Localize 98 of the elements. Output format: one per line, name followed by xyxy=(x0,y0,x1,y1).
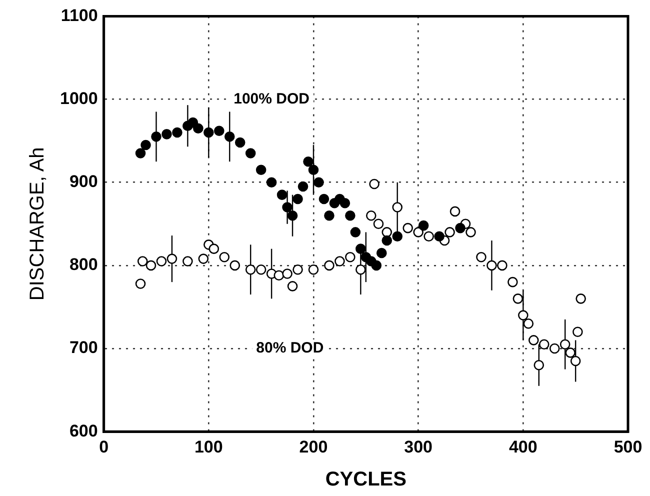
point xyxy=(371,260,382,271)
point xyxy=(282,202,292,212)
point xyxy=(455,222,466,234)
annotation: 100% DOD xyxy=(234,90,310,108)
point xyxy=(314,177,324,188)
point xyxy=(382,227,392,238)
point xyxy=(135,278,146,289)
point xyxy=(204,127,214,138)
point xyxy=(576,294,586,304)
point xyxy=(376,248,387,258)
point xyxy=(334,256,345,266)
point xyxy=(140,140,151,150)
point xyxy=(450,206,460,217)
point xyxy=(366,210,376,221)
point xyxy=(135,148,146,158)
point xyxy=(146,260,156,271)
point xyxy=(162,129,172,140)
y-axis-title: DISCHARGE, Ah xyxy=(26,147,49,301)
annotation: 80% DOD xyxy=(256,340,324,357)
point xyxy=(424,231,434,242)
point xyxy=(466,227,476,238)
point xyxy=(518,310,528,320)
point xyxy=(166,254,178,264)
point xyxy=(256,164,266,176)
point xyxy=(193,123,204,134)
point xyxy=(512,294,524,304)
point xyxy=(198,254,209,264)
point xyxy=(528,335,539,346)
point xyxy=(560,339,570,350)
point xyxy=(230,260,240,271)
point xyxy=(224,132,235,142)
point xyxy=(486,260,497,271)
point xyxy=(523,318,534,329)
point xyxy=(345,210,356,221)
point xyxy=(572,326,583,338)
point xyxy=(413,227,424,238)
point xyxy=(287,281,298,292)
point xyxy=(373,218,384,230)
point xyxy=(172,127,182,138)
point xyxy=(292,264,303,275)
point xyxy=(287,210,298,221)
x-tick-label: 100 xyxy=(194,437,223,456)
point xyxy=(549,343,560,354)
point xyxy=(276,190,288,200)
x-tick-label: 200 xyxy=(299,437,328,456)
y-tick-label: 1000 xyxy=(60,88,98,108)
point xyxy=(402,222,413,234)
point xyxy=(256,264,266,275)
point xyxy=(324,210,334,221)
point xyxy=(266,177,277,188)
y-tick-label: 800 xyxy=(69,255,98,274)
point xyxy=(345,252,356,262)
point xyxy=(137,256,148,266)
point xyxy=(508,276,518,288)
point xyxy=(382,235,392,246)
x-axis-title: CYCLES xyxy=(325,468,406,491)
y-tick-label: 600 xyxy=(69,421,98,440)
x-tick-label: 300 xyxy=(404,437,433,456)
x-tick-label: 400 xyxy=(508,437,538,456)
point xyxy=(392,202,403,212)
point xyxy=(570,356,581,366)
point xyxy=(476,252,486,262)
point xyxy=(214,126,224,136)
point xyxy=(274,270,284,281)
point xyxy=(324,260,334,271)
point xyxy=(538,339,550,350)
point xyxy=(298,181,308,192)
point xyxy=(245,264,256,275)
point xyxy=(282,268,292,279)
point xyxy=(318,194,330,204)
point xyxy=(208,244,220,254)
y-tick-label: 900 xyxy=(69,172,98,192)
point xyxy=(434,231,444,242)
point xyxy=(182,256,193,266)
y-tick-label: 700 xyxy=(69,338,98,358)
y-tick-label: 1100 xyxy=(60,6,98,25)
point xyxy=(156,256,167,266)
point xyxy=(308,164,319,176)
point xyxy=(308,264,319,275)
point xyxy=(369,178,380,190)
point xyxy=(234,137,246,148)
point xyxy=(340,198,350,208)
x-tick-label: 0 xyxy=(99,437,109,456)
point xyxy=(418,220,429,231)
point xyxy=(444,227,455,238)
point xyxy=(219,252,230,262)
point xyxy=(151,132,162,142)
point xyxy=(356,264,366,275)
point xyxy=(292,194,303,204)
point xyxy=(497,260,508,271)
point xyxy=(303,156,314,167)
point xyxy=(245,148,256,158)
point xyxy=(350,227,361,238)
point xyxy=(356,244,366,254)
point xyxy=(565,348,576,358)
x-tick-label: 500 xyxy=(614,437,642,456)
point xyxy=(534,360,544,370)
point xyxy=(392,231,403,242)
